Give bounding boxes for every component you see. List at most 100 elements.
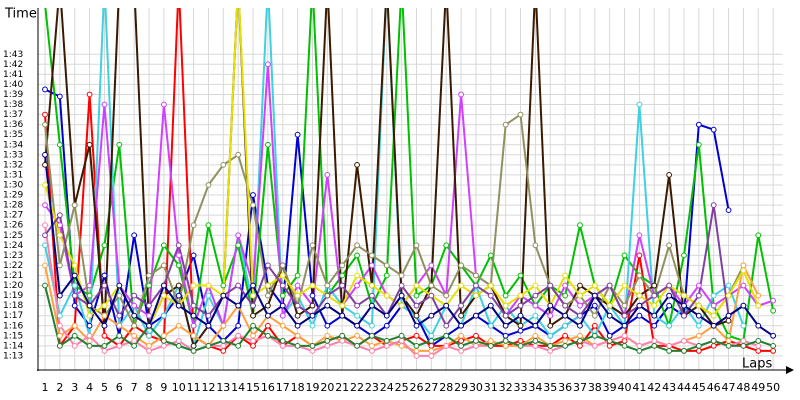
y-tick-label: 1:26: [3, 221, 23, 231]
y-tick-label: 1:27: [3, 211, 23, 221]
x-tick-label: 34: [528, 381, 542, 394]
y-tick-label: 1:32: [3, 160, 23, 170]
lap-marker: [532, 312, 539, 319]
lap-marker: [710, 337, 717, 344]
lap-marker: [101, 342, 108, 349]
lap-marker: [577, 342, 583, 349]
lap-marker: [636, 252, 643, 259]
lap-marker: [770, 307, 777, 314]
lap-marker: [636, 302, 643, 309]
lap-marker: [369, 322, 375, 329]
lap-marker: [562, 272, 568, 279]
lap-marker: [666, 172, 673, 178]
lap-marker: [651, 322, 658, 329]
lap-marker: [517, 111, 524, 118]
x-tick-label: 33: [514, 381, 528, 394]
lap-marker: [116, 292, 123, 299]
lap-marker: [621, 282, 628, 289]
lap-marker: [398, 337, 405, 344]
lap-marker: [250, 342, 256, 349]
lap-marker: [101, 282, 108, 289]
lap-marker: [502, 302, 509, 309]
lap-marker: [383, 322, 390, 329]
lap-marker: [86, 91, 93, 98]
lap-marker: [205, 292, 212, 299]
lap-marker: [160, 292, 167, 299]
y-tick-label: 1:15: [3, 331, 23, 341]
lap-marker: [250, 192, 256, 198]
lap-marker: [339, 332, 346, 339]
lap-marker: [42, 222, 48, 229]
lap-marker: [101, 322, 108, 329]
lap-marker: [428, 342, 435, 349]
lap-marker: [294, 282, 301, 289]
y-tick-label: 1:17: [3, 311, 23, 321]
lap-marker: [131, 322, 138, 329]
x-tick-label: 38: [588, 381, 602, 394]
lap-marker: [591, 282, 598, 289]
lap-marker: [220, 322, 227, 329]
lap-marker: [86, 282, 93, 289]
lap-marker: [651, 312, 658, 319]
lap-marker: [42, 111, 48, 118]
lap-marker: [250, 332, 256, 339]
lap-marker: [235, 232, 242, 239]
x-tick-label: 25: [395, 381, 409, 394]
lap-marker: [740, 337, 747, 344]
x-tick-label: 20: [320, 381, 334, 394]
lap-marker: [294, 292, 301, 299]
lap-marker: [547, 312, 554, 319]
lap-marker: [725, 207, 732, 214]
lap-marker: [146, 272, 152, 279]
lap-marker: [577, 322, 583, 329]
x-tick-label: 27: [424, 381, 438, 394]
lap-marker: [71, 322, 78, 329]
lap-marker: [190, 347, 197, 354]
lap-marker: [354, 272, 360, 279]
lap-marker: [547, 302, 554, 309]
lap-marker: [354, 161, 360, 168]
lap-marker: [502, 292, 509, 299]
lap-marker: [651, 282, 658, 289]
lap-marker: [265, 61, 271, 68]
lap-marker: [56, 292, 63, 299]
lap-marker: [116, 332, 123, 339]
lap-marker: [398, 292, 405, 299]
lap-marker: [532, 337, 539, 344]
lap-marker: [265, 292, 271, 299]
lap-marker: [146, 332, 152, 339]
lap-marker: [190, 222, 197, 229]
lap-marker: [428, 312, 435, 319]
lap-marker: [175, 322, 182, 329]
lap-marker: [487, 252, 494, 259]
lap-marker: [294, 332, 301, 339]
lap-marker: [695, 322, 702, 329]
lap-marker: [666, 282, 673, 289]
lap-marker: [710, 126, 717, 133]
lap-marker: [354, 322, 360, 329]
lap-marker: [636, 292, 643, 299]
lap-marker: [651, 337, 658, 344]
lap-marker: [413, 312, 420, 319]
lap-marker: [309, 347, 316, 354]
lap-marker: [265, 322, 271, 329]
x-tick-label: 47: [722, 381, 736, 394]
lap-marker: [562, 312, 568, 319]
lap-marker: [547, 322, 554, 329]
lap-marker: [458, 322, 464, 329]
lap-marker: [621, 322, 628, 329]
x-tick-label: 15: [246, 381, 260, 394]
lap-marker: [86, 337, 93, 344]
y-tick-label: 1:38: [3, 100, 23, 110]
lap-marker: [458, 347, 464, 354]
x-tick-label: 45: [692, 381, 706, 394]
lap-marker: [532, 242, 539, 249]
lap-marker: [577, 282, 583, 289]
lap-marker: [279, 312, 286, 319]
lap-marker: [755, 302, 762, 309]
lap-marker: [517, 342, 524, 349]
lap-marker: [577, 222, 583, 229]
lap-marker: [294, 131, 301, 138]
lap-marker: [383, 312, 390, 319]
lap-marker: [71, 292, 78, 299]
